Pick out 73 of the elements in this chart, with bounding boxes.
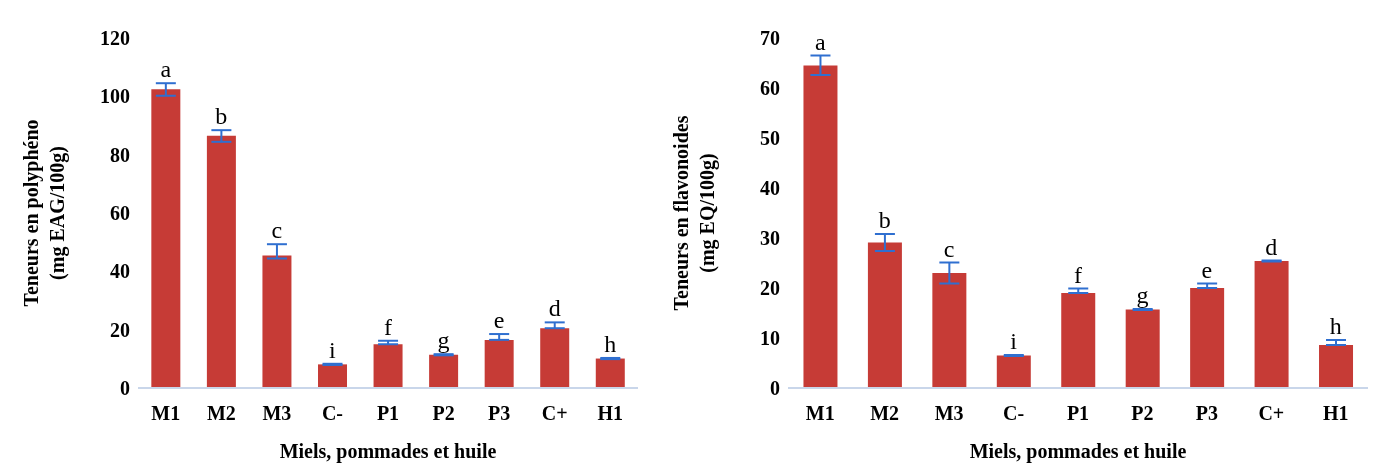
annotation: f bbox=[384, 313, 392, 340]
x-tick-label: P3 bbox=[1195, 402, 1218, 425]
bar bbox=[540, 328, 570, 388]
x-tick-label: H1 bbox=[597, 402, 623, 425]
annotation: f bbox=[1074, 261, 1082, 288]
y-tick-label: 60 bbox=[110, 202, 130, 225]
x-axis-title: Miels, pommades et huile bbox=[279, 440, 497, 463]
annotation: b bbox=[878, 207, 891, 233]
x-tick-label: C+ bbox=[1258, 402, 1285, 425]
annotation: d bbox=[548, 295, 561, 322]
bar bbox=[1125, 309, 1160, 388]
annotation: c bbox=[943, 235, 955, 262]
x-tick-label: M1 bbox=[805, 402, 835, 425]
x-tick-label: M2 bbox=[206, 402, 236, 425]
x-tick-label: C- bbox=[1003, 402, 1025, 425]
annotation: d bbox=[1265, 233, 1278, 260]
y-axis-title: Teneurs en flavonoides (mg EQ/100g) bbox=[670, 115, 719, 311]
bar bbox=[373, 344, 403, 388]
annotation: i bbox=[329, 336, 337, 363]
y-tick-label: 50 bbox=[760, 127, 780, 150]
y-tick-label: 100 bbox=[100, 85, 130, 108]
x-tick-label: C+ bbox=[541, 402, 568, 425]
bar bbox=[1061, 293, 1096, 388]
annotation: e bbox=[1201, 256, 1213, 283]
annotation: i bbox=[1010, 328, 1018, 354]
x-axis-title: Miels, pommades et huile bbox=[969, 440, 1187, 463]
y-tick-label: 0 bbox=[120, 377, 130, 400]
x-tick-label: P2 bbox=[1131, 402, 1154, 425]
bar bbox=[867, 242, 902, 388]
y-tick-label: 20 bbox=[760, 277, 780, 300]
bar bbox=[151, 89, 181, 388]
annotation: e bbox=[493, 307, 505, 334]
bar bbox=[262, 255, 292, 388]
bar bbox=[1319, 345, 1354, 388]
x-tick-label: M3 bbox=[934, 402, 964, 425]
x-tick-label: C- bbox=[321, 402, 343, 425]
x-tick-label: P1 bbox=[1066, 402, 1090, 425]
annotation: g bbox=[1136, 282, 1149, 308]
x-tick-label: P1 bbox=[376, 402, 400, 425]
x-tick-label: M2 bbox=[870, 402, 900, 425]
annotation: h bbox=[1329, 313, 1342, 339]
y-tick-label: 40 bbox=[760, 177, 780, 200]
bar bbox=[803, 65, 838, 388]
x-tick-label: P3 bbox=[488, 402, 511, 425]
bar bbox=[429, 354, 459, 388]
bar bbox=[206, 135, 236, 388]
y-tick-label: 40 bbox=[110, 260, 130, 283]
annotation: g bbox=[437, 327, 450, 354]
y-tick-label: 70 bbox=[760, 27, 780, 50]
y-tick-label: 60 bbox=[760, 77, 780, 100]
x-tick-label: M1 bbox=[151, 402, 181, 425]
y-tick-label: 80 bbox=[110, 143, 130, 166]
y-tick-label: 10 bbox=[760, 327, 780, 350]
bar bbox=[1254, 261, 1289, 388]
x-tick-label: H1 bbox=[1323, 402, 1349, 425]
y-axis-title: Teneurs en polyphéno (mg EAG/100g) bbox=[20, 119, 69, 307]
bar bbox=[484, 339, 514, 388]
bar bbox=[318, 364, 347, 388]
y-tick-label: 120 bbox=[100, 27, 130, 50]
annotation: b bbox=[215, 103, 228, 130]
x-tick-label: P2 bbox=[432, 402, 455, 425]
bar bbox=[932, 273, 967, 388]
annotation: a bbox=[814, 28, 826, 55]
annotation: c bbox=[271, 217, 283, 244]
y-tick-label: 0 bbox=[770, 377, 780, 400]
y-tick-label: 30 bbox=[760, 227, 780, 250]
annotation: a bbox=[160, 56, 172, 83]
x-tick-label: M3 bbox=[262, 402, 292, 425]
y-tick-label: 20 bbox=[110, 318, 130, 341]
bar bbox=[1190, 288, 1225, 388]
annotation: h bbox=[604, 330, 617, 357]
bar bbox=[996, 355, 1031, 388]
bar bbox=[595, 358, 625, 388]
